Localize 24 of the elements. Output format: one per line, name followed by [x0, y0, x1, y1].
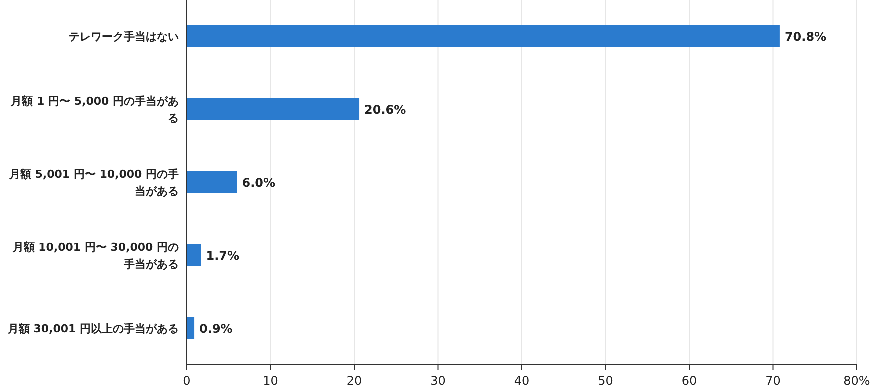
bar — [187, 318, 195, 340]
bar — [187, 244, 202, 266]
x-tick-label: 50 — [598, 374, 614, 388]
y-tick-label: 月額 5,001 円〜 10,000 円の手当がある — [8, 168, 179, 198]
y-tick-label: 月額 1 円〜 5,000 円の手当がある — [10, 95, 179, 125]
data-label: 1.7% — [206, 249, 240, 263]
x-tick-label: 30 — [430, 374, 446, 388]
data-label: 20.6% — [364, 103, 406, 117]
y-tick-label: テレワーク手当はない — [69, 30, 179, 44]
x-tick-label: 0 — [183, 374, 191, 388]
data-label: 6.0% — [242, 176, 276, 190]
y-tick-label: 月額 30,001 円以上の手当がある — [6, 322, 179, 336]
x-tick-label: 80% — [844, 374, 870, 388]
data-label: 0.9% — [200, 322, 233, 336]
data-label: 70.8% — [784, 30, 827, 44]
x-tick-label: 20 — [346, 374, 362, 388]
bar — [187, 98, 360, 120]
x-tick-label: 70 — [766, 374, 781, 388]
bar — [187, 172, 238, 194]
y-tick-label: 月額 10,001 円〜 30,000 円の手当がある — [12, 241, 179, 271]
x-tick-label: 40 — [514, 374, 530, 388]
x-tick-label: 10 — [263, 374, 278, 388]
bar — [187, 26, 780, 48]
x-tick-label: 60 — [682, 374, 698, 388]
